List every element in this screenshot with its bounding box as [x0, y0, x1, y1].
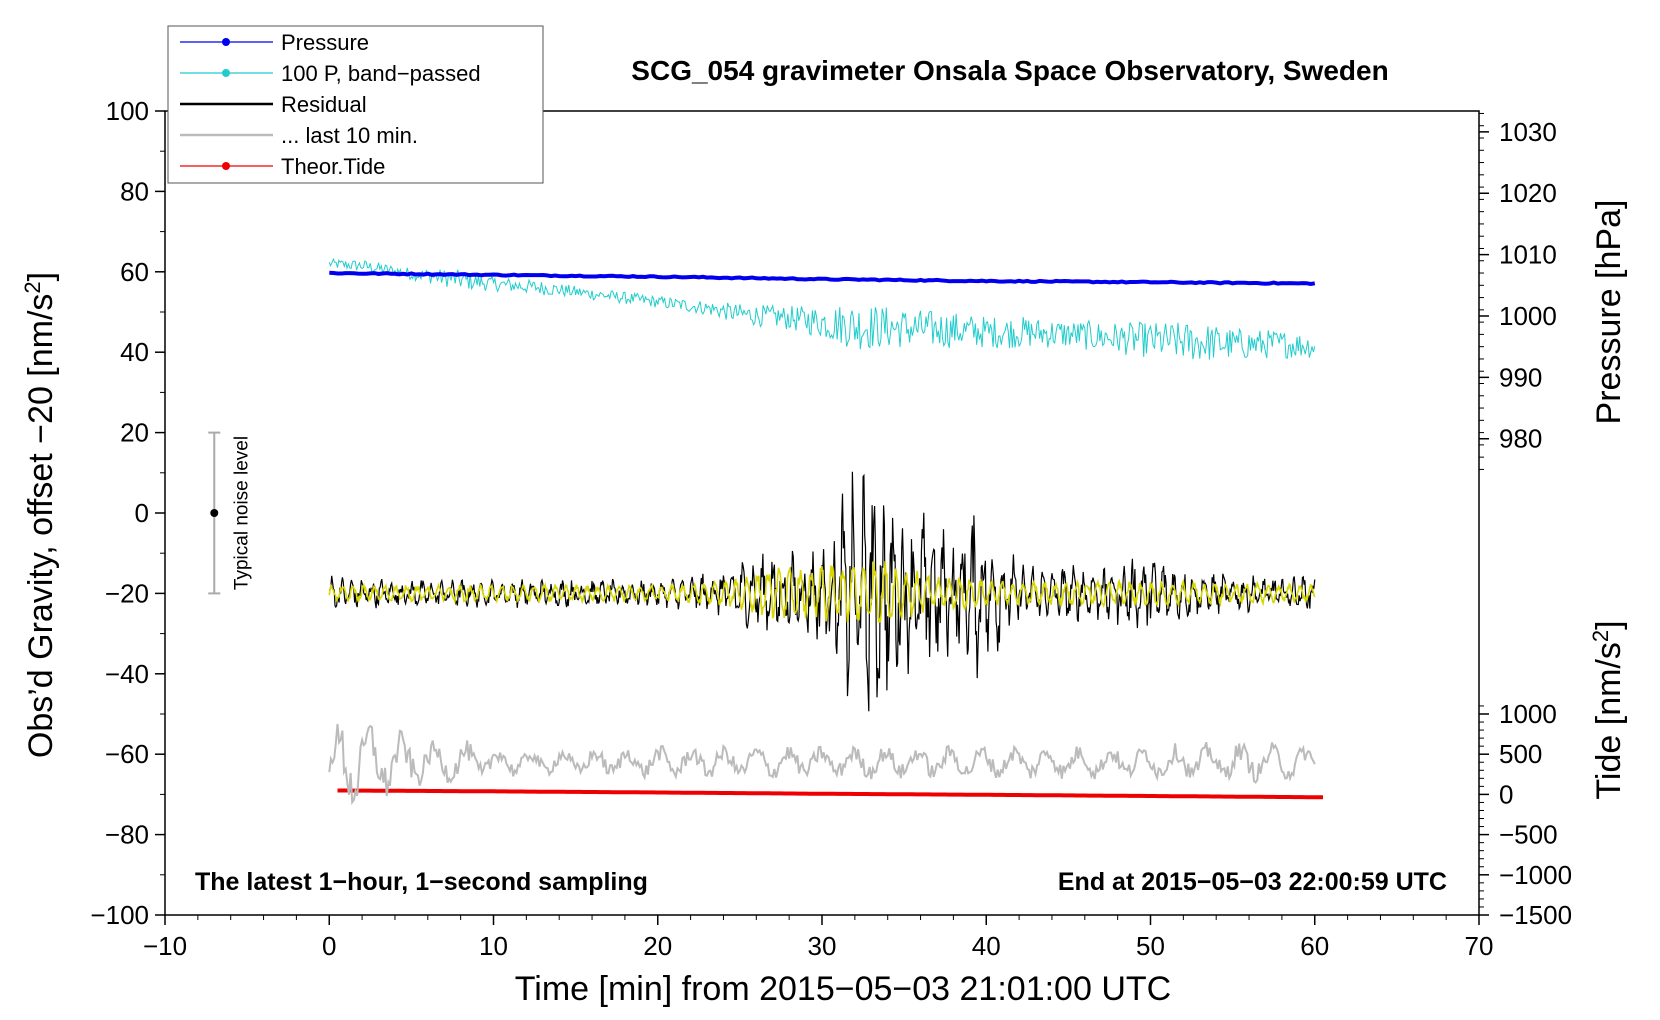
legend-label: ... last 10 min.: [281, 123, 418, 148]
x-tick-label: 0: [322, 931, 336, 961]
x-tick-label: −10: [143, 931, 187, 961]
legend-marker: [222, 38, 230, 46]
series-filtered-overlay: [328, 561, 1316, 623]
series-theoretical-tide: [337, 788, 1323, 800]
tide-axis-title-main: Tide [nm/s: [1590, 642, 1628, 799]
footer-sampling-note: The latest 1−hour, 1−second sampling: [195, 868, 648, 896]
y-axis-title-sup: 2: [20, 281, 45, 293]
y-tick-label: 80: [120, 176, 149, 206]
x-tick-label: 10: [479, 931, 508, 961]
y-tick-label: −60: [105, 739, 149, 769]
x-tick-label: 40: [972, 931, 1001, 961]
y-tick-label: 40: [120, 337, 149, 367]
y-tick-label: −20: [105, 578, 149, 608]
noise-center-dot: [210, 509, 219, 517]
legend-label: Theor.Tide: [281, 154, 385, 179]
pressure-tick-label: 1000: [1499, 301, 1557, 331]
tide-axis-title-end: ]: [1590, 620, 1628, 629]
tide-axis-title: Tide [nm/s2]: [1588, 620, 1629, 799]
chart-title: SCG_054 gravimeter Onsala Space Observat…: [631, 55, 1388, 86]
pressure-tick-label: 990: [1499, 362, 1542, 392]
pressure-tick-label: 1020: [1499, 178, 1557, 208]
chart-text: SCG_054 gravimeter Onsala Space Observat…: [20, 55, 1629, 1008]
legend-marker: [222, 162, 230, 170]
noise-level-label: Typical noise level: [231, 436, 252, 590]
tide-axis-title-sup: 2: [1588, 630, 1613, 642]
tide-tick-label: −500: [1499, 820, 1558, 850]
y-axis-title-end: ]: [22, 272, 60, 281]
tide-tick-label: 1000: [1499, 699, 1557, 729]
axes: −10 0 10 20 30 40 50 60 70100806040200−20−40−60−…: [90, 96, 1572, 961]
x-tick-label: 20: [643, 931, 672, 961]
y-tick-label: 60: [120, 257, 149, 287]
tide-tick-label: 500: [1499, 739, 1542, 769]
pressure-tick-label: 1030: [1499, 117, 1557, 147]
tide-tick-label: −1000: [1499, 860, 1572, 890]
x-tick-label: 70: [1465, 931, 1494, 961]
y-axis-title: Obs’d Gravity, offset −20 [nm/s2]: [20, 272, 61, 758]
series-residual: [328, 471, 1316, 712]
legend-item: Theor.Tide: [180, 154, 385, 179]
plot-area: [328, 257, 1323, 806]
legend-item: ... last 10 min.: [180, 123, 418, 148]
x-tick-label: 30: [808, 931, 837, 961]
x-tick-label: 50: [1136, 931, 1165, 961]
tide-tick-label: −1500: [1499, 900, 1572, 930]
y-axis-title-main: Obs’d Gravity, offset −20 [nm/s: [22, 294, 60, 759]
series-last-10-min: [328, 723, 1316, 806]
tide-tick-label: 0: [1499, 779, 1513, 809]
series-pressure: [329, 270, 1316, 287]
series-bandpassed-pressure: [328, 257, 1316, 360]
x-tick-label: 60: [1300, 931, 1329, 961]
x-axis-title: Time [min] from 2015−05−03 21:01:00 UTC: [515, 970, 1171, 1008]
y-tick-label: 0: [135, 498, 149, 528]
legend-item: Residual: [180, 92, 367, 117]
noise-level-indicator: Typical noise level: [208, 431, 252, 595]
legend-item: 100 P, band−passed: [180, 61, 481, 86]
y-tick-label: −100: [90, 900, 149, 930]
legend-label: 100 P, band−passed: [281, 61, 481, 86]
footer-end-time: End at 2015−05−03 22:00:59 UTC: [1058, 868, 1447, 896]
legend-marker: [222, 69, 230, 77]
legend-label: Pressure: [281, 30, 369, 55]
pressure-tick-label: 980: [1499, 424, 1542, 454]
y-tick-label: 100: [106, 96, 149, 126]
legend: Pressure 100 P, band−passed Residual ... la…: [167, 25, 544, 184]
y-tick-label: −80: [105, 820, 149, 850]
legend-item: Pressure: [180, 30, 369, 55]
pressure-tick-label: 1010: [1499, 240, 1557, 270]
pressure-axis-title: Pressure [hPa]: [1590, 200, 1628, 425]
y-tick-label: −40: [105, 659, 149, 689]
legend-label: Residual: [281, 92, 367, 117]
y-tick-label: 20: [120, 418, 149, 448]
